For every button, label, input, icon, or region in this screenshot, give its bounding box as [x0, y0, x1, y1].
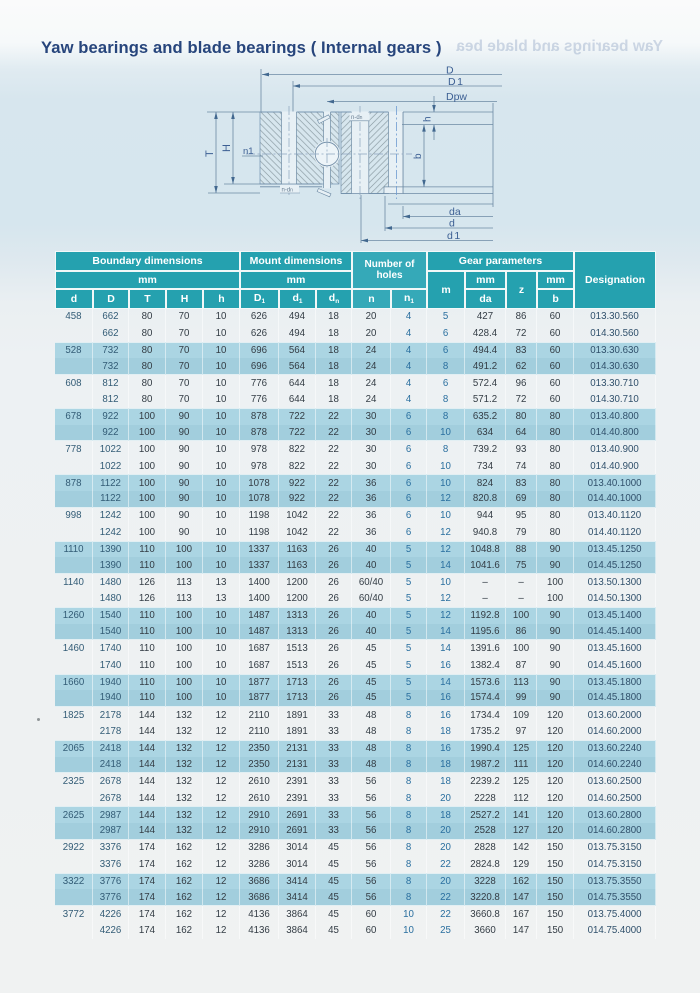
svg-text:d1: d1 — [447, 230, 460, 242]
svg-text:D1: D1 — [448, 76, 463, 88]
svg-text:Dpw: Dpw — [446, 91, 467, 103]
svg-text:D: D — [446, 65, 454, 77]
svg-text:d: d — [449, 218, 455, 230]
svg-text:n1: n1 — [243, 146, 254, 157]
svg-text:H: H — [221, 144, 233, 152]
svg-text:T: T — [204, 150, 216, 157]
svg-text:h: h — [423, 116, 434, 122]
svg-text:n-dn: n-dn — [282, 188, 294, 194]
svg-text:b: b — [413, 153, 424, 159]
svg-text:da: da — [449, 206, 461, 218]
svg-text:n-dn: n-dn — [351, 115, 363, 121]
